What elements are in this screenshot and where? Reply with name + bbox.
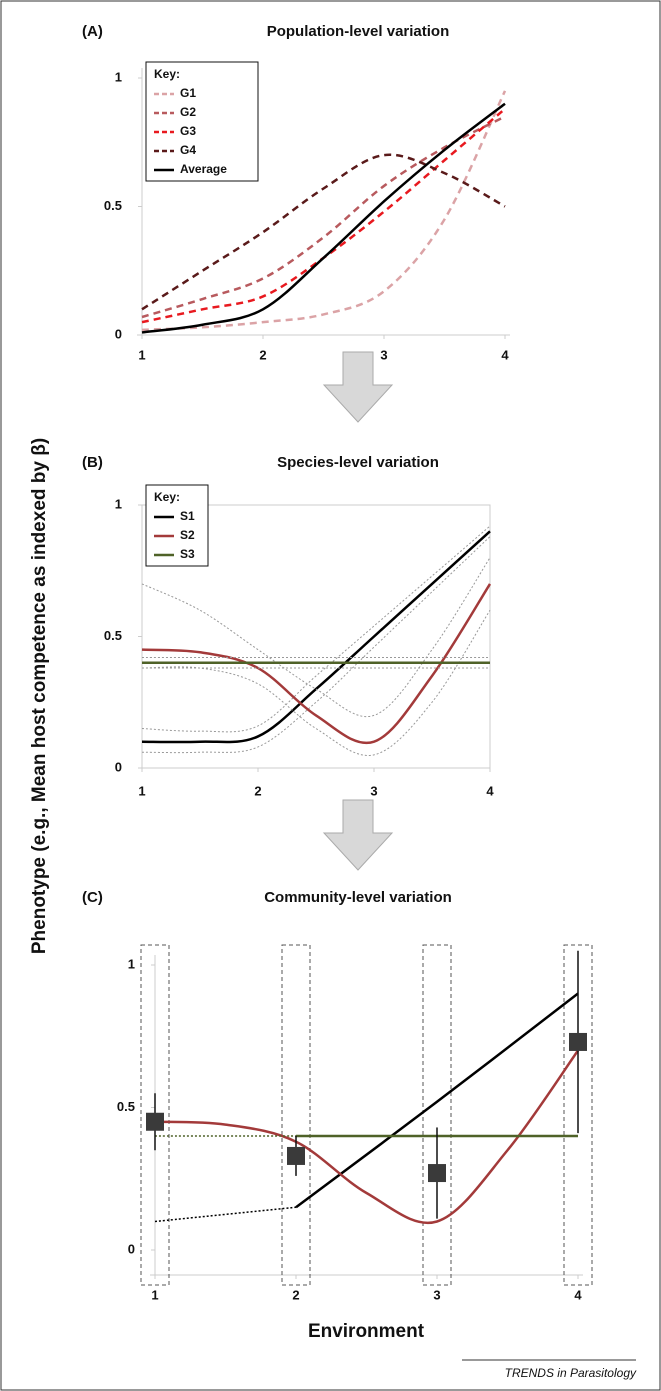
mean-marker: [287, 1147, 305, 1165]
series-line: [155, 1207, 296, 1221]
x-tick-label: 2: [292, 1287, 299, 1302]
group-box: [282, 945, 310, 1285]
legend-label: S1: [180, 509, 195, 523]
x-axis-label: Environment: [308, 1321, 425, 1342]
legend-label: S2: [180, 528, 195, 542]
mean-marker: [569, 1033, 587, 1051]
x-tick-label: 2: [254, 783, 261, 798]
y-tick-label: 0.5: [104, 628, 122, 643]
credit: TRENDS in Parasitology: [505, 1366, 637, 1380]
x-tick-label: 1: [138, 783, 145, 798]
x-tick-label: 4: [501, 347, 509, 362]
legend-label: S3: [180, 547, 195, 561]
panel-tag: (B): [82, 454, 103, 471]
mean-marker: [428, 1164, 446, 1182]
arrow: [324, 800, 392, 870]
y-axis-label: Phenotype (e.g., Mean host competence as…: [29, 438, 50, 954]
y-tick-label: 0.5: [117, 1099, 135, 1114]
legend-label: G4: [180, 143, 196, 157]
legend-label: G3: [180, 124, 196, 138]
interval-line: [142, 558, 490, 717]
y-tick-label: 1: [115, 496, 122, 511]
mean-marker: [146, 1113, 164, 1131]
y-tick-label: 0: [128, 1241, 135, 1256]
y-tick-label: 0: [115, 759, 122, 774]
legend-label: Average: [180, 162, 227, 176]
x-tick-label: 4: [574, 1287, 582, 1302]
y-tick-label: 0: [115, 326, 122, 341]
x-tick-label: 4: [486, 783, 494, 798]
x-tick-label: 3: [433, 1287, 440, 1302]
chart-title: Community-level variation: [264, 889, 452, 906]
legend-title: Key:: [154, 490, 180, 504]
group-box: [423, 945, 451, 1285]
interval-line: [142, 610, 490, 755]
x-tick-label: 3: [380, 347, 387, 362]
y-tick-label: 1: [128, 956, 135, 971]
interval-line: [142, 537, 490, 753]
x-tick-label: 1: [151, 1287, 158, 1302]
arrow: [324, 352, 392, 422]
x-tick-label: 1: [138, 347, 145, 362]
legend-label: G2: [180, 105, 196, 119]
chart-title: Population-level variation: [267, 23, 450, 40]
y-tick-label: 1: [115, 69, 122, 84]
panel-tag: (A): [82, 23, 103, 40]
x-tick-label: 2: [259, 347, 266, 362]
legend-title: Key:: [154, 67, 180, 81]
y-tick-label: 0.5: [104, 198, 122, 213]
figure: Phenotype (e.g., Mean host competence as…: [0, 0, 661, 1391]
x-tick-label: 3: [370, 783, 377, 798]
chart-title: Species-level variation: [277, 454, 439, 471]
panel-tag: (C): [82, 889, 103, 906]
legend-label: G1: [180, 86, 196, 100]
